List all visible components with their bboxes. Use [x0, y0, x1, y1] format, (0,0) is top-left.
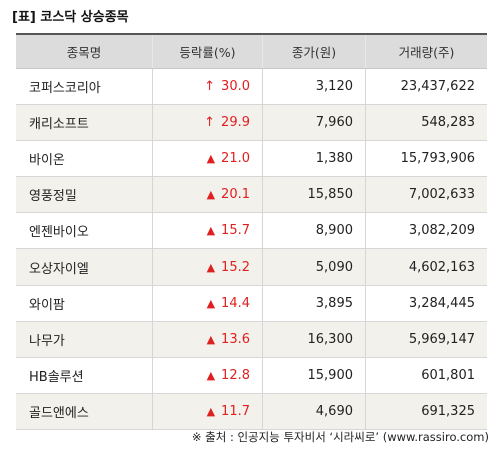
trade-volume: 3,284,445 [365, 285, 487, 321]
header-close: 종가(원) [262, 35, 365, 68]
trade-volume: 23,437,622 [365, 69, 487, 105]
stock-name: 나무가 [29, 333, 65, 349]
change-rate-cell: ▲ 21.0 [152, 141, 262, 177]
header-rate: 등락률(%) [152, 35, 262, 68]
change-rate: 13.6 [221, 331, 250, 347]
header-volume: 거래량(주) [365, 35, 487, 68]
trade-volume: 4,602,163 [365, 249, 487, 285]
change-rate: 20.1 [221, 187, 250, 203]
close-price: 15,850 [262, 177, 365, 213]
source-note: ※ 출처 : 인공지능 투자비서 ‘시라씨로’ (www.rassiro.com… [191, 430, 489, 444]
close-price: 15,900 [262, 357, 365, 393]
table-row: 와이팜 ▲ 14.4 3,895 3,284,445 [16, 285, 487, 322]
change-rate: 30.0 [221, 79, 250, 95]
table-row: 캐리소프트 ↑ 29.9 7,960 548,283 [16, 105, 487, 142]
stock-name: 영풍정밀 [29, 189, 77, 205]
up-triangle-icon: ▲ [206, 368, 216, 382]
table-row: HB솔루션 ▲ 12.8 15,900 601,801 [16, 357, 487, 394]
stock-name: 바이온 [29, 153, 65, 169]
up-triangle-icon: ▲ [206, 224, 216, 238]
stock-name: 엔젠바이오 [29, 225, 89, 241]
change-rate-cell: ▲ 14.4 [152, 285, 262, 321]
change-rate-cell: ▲ 15.2 [152, 249, 262, 285]
table-row: 오상자이엘 ▲ 15.2 5,090 4,602,163 [16, 249, 487, 286]
close-price: 7,960 [262, 105, 365, 141]
stock-name: HB솔루션 [29, 369, 84, 385]
stock-table: 종목명 등락률(%) 종가(원) 거래량(주) 코퍼스코리아 ↑ 30.0 3,120… [16, 33, 487, 430]
trade-volume: 691,325 [365, 393, 487, 429]
change-rate-cell: ▲ 12.8 [152, 357, 262, 393]
change-rate: 15.7 [221, 223, 250, 239]
table-row: 바이온 ▲ 21.0 1,380 15,793,906 [16, 141, 487, 178]
up-triangle-icon: ▲ [206, 296, 216, 310]
change-rate-cell: ↑ 29.9 [152, 105, 262, 141]
up-triangle-icon: ▲ [206, 188, 216, 202]
close-price: 8,900 [262, 213, 365, 249]
trade-volume: 15,793,906 [365, 141, 487, 177]
close-price: 3,895 [262, 285, 365, 321]
trade-volume: 601,801 [365, 357, 487, 393]
trade-volume: 548,283 [365, 105, 487, 141]
change-rate: 12.8 [221, 367, 250, 383]
up-arrow-icon: ↑ [204, 115, 216, 131]
change-rate: 15.2 [221, 259, 250, 275]
table-row: 코퍼스코리아 ↑ 30.0 3,120 23,437,622 [16, 69, 487, 106]
change-rate-cell: ▲ 11.7 [152, 393, 262, 429]
header-name: 종목명 [66, 45, 102, 60]
up-triangle-icon: ▲ [206, 260, 216, 274]
stock-name: 와이팜 [29, 297, 65, 313]
table-row: 영풍정밀 ▲ 20.1 15,850 7,002,633 [16, 177, 487, 214]
trade-volume: 7,002,633 [365, 177, 487, 213]
change-rate: 29.9 [221, 115, 250, 131]
close-price: 1,380 [262, 141, 365, 177]
change-rate-cell: ▲ 13.6 [152, 321, 262, 357]
close-price: 5,090 [262, 249, 365, 285]
table-title: [표] 코스닥 상승종목 [12, 10, 129, 25]
trade-volume: 5,969,147 [365, 321, 487, 357]
table-row: 나무가 ▲ 13.6 16,300 5,969,147 [16, 321, 487, 358]
change-rate-cell: ▲ 15.7 [152, 213, 262, 249]
change-rate: 11.7 [221, 403, 250, 419]
stock-name: 코퍼스코리아 [29, 81, 101, 97]
table-row: 엔젠바이오 ▲ 15.7 8,900 3,082,209 [16, 213, 487, 250]
up-triangle-icon: ▲ [206, 332, 216, 346]
table-row: 골드앤에스 ▲ 11.7 4,690 691,325 [16, 393, 487, 430]
table-header: 종목명 등락률(%) 종가(원) 거래량(주) [16, 35, 487, 69]
stock-name: 골드앤에스 [29, 405, 89, 421]
up-triangle-icon: ▲ [206, 152, 216, 166]
change-rate-cell: ↑ 30.0 [152, 69, 262, 105]
up-triangle-icon: ▲ [206, 404, 216, 418]
up-arrow-icon: ↑ [204, 79, 216, 95]
stock-name: 캐리소프트 [29, 117, 89, 133]
change-rate: 21.0 [221, 151, 250, 167]
stock-name: 오상자이엘 [29, 261, 89, 277]
change-rate-cell: ▲ 20.1 [152, 177, 262, 213]
change-rate: 14.4 [221, 295, 250, 311]
close-price: 4,690 [262, 393, 365, 429]
trade-volume: 3,082,209 [365, 213, 487, 249]
close-price: 16,300 [262, 321, 365, 357]
close-price: 3,120 [262, 69, 365, 105]
